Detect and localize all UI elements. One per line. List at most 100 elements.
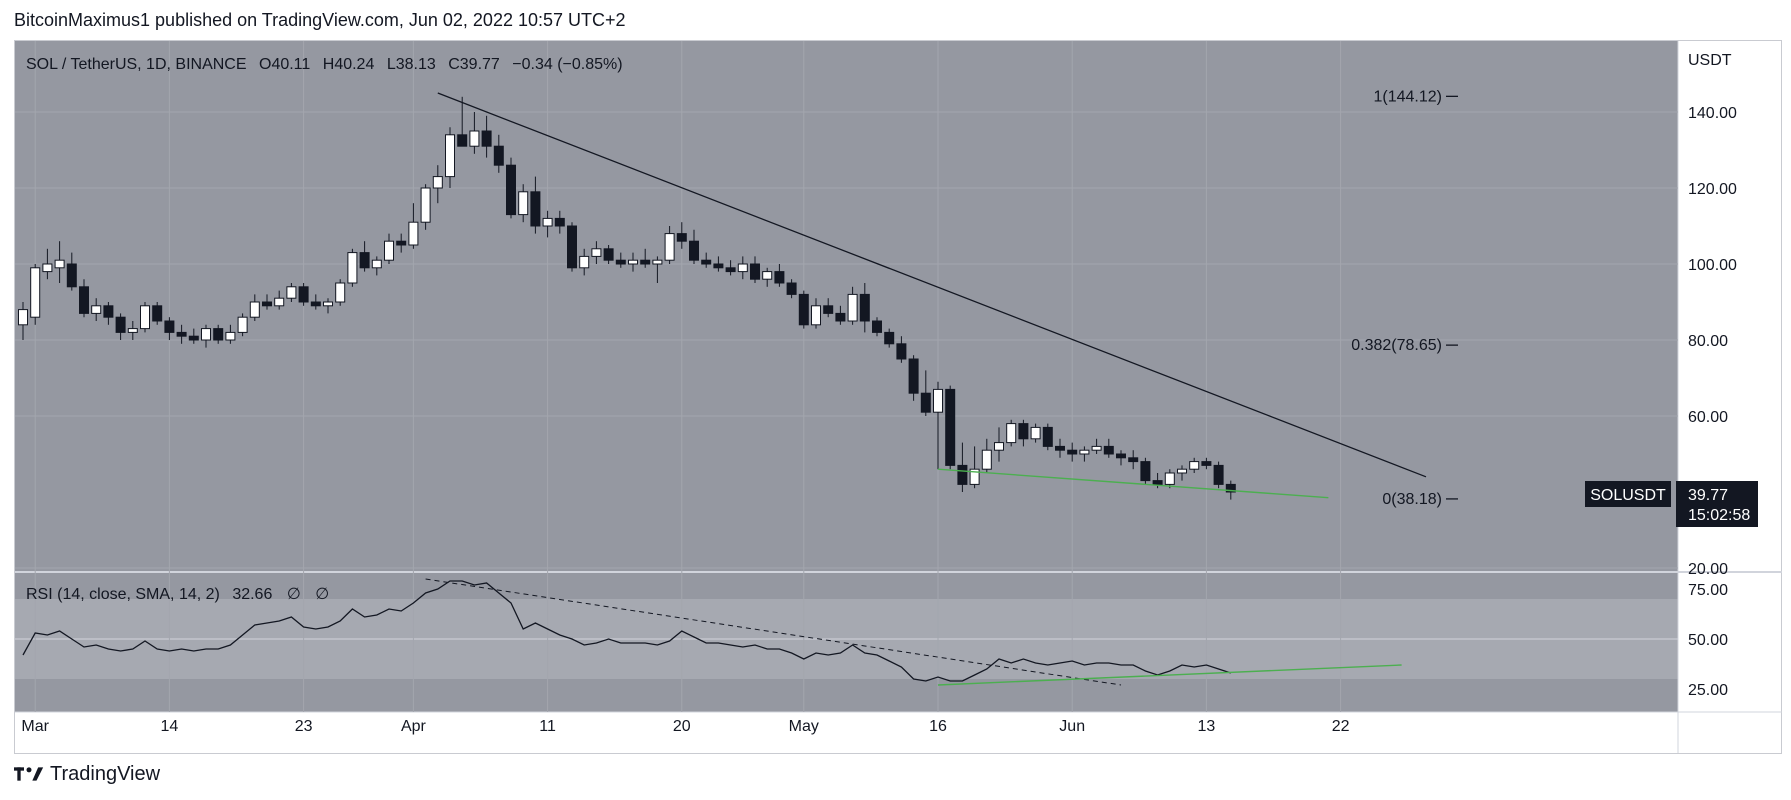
candle[interactable] bbox=[579, 248, 590, 276]
candle[interactable] bbox=[176, 324, 187, 344]
candle[interactable] bbox=[91, 298, 102, 321]
candle[interactable] bbox=[774, 264, 785, 287]
candle[interactable] bbox=[615, 252, 626, 268]
candle[interactable] bbox=[127, 321, 138, 340]
candle[interactable] bbox=[786, 279, 797, 299]
candle[interactable] bbox=[1018, 419, 1029, 447]
fib-level[interactable]: 1(144.12) bbox=[1374, 88, 1459, 105]
candle[interactable] bbox=[237, 313, 248, 337]
candle[interactable] bbox=[591, 241, 602, 264]
candle[interactable] bbox=[823, 298, 834, 318]
candle[interactable] bbox=[323, 298, 333, 314]
candle[interactable] bbox=[79, 279, 89, 318]
candle[interactable] bbox=[359, 241, 370, 272]
candle[interactable] bbox=[676, 222, 687, 249]
candle[interactable] bbox=[628, 252, 638, 272]
candle[interactable] bbox=[908, 355, 919, 401]
candle[interactable] bbox=[274, 290, 285, 310]
price-pane[interactable] bbox=[15, 41, 1678, 571]
candle[interactable] bbox=[847, 286, 858, 325]
candle[interactable] bbox=[1189, 457, 1200, 473]
candle[interactable] bbox=[1201, 457, 1212, 470]
candle[interactable] bbox=[1140, 457, 1151, 485]
candle[interactable] bbox=[530, 176, 541, 234]
price-trendline[interactable] bbox=[437, 92, 1427, 478]
candle[interactable] bbox=[164, 317, 175, 340]
candle[interactable] bbox=[872, 317, 882, 337]
candle[interactable] bbox=[201, 324, 211, 348]
candle[interactable] bbox=[1079, 446, 1090, 462]
price-badge[interactable]: SOLUSDT 39.77 15:02:58 bbox=[1585, 481, 1758, 527]
candle[interactable] bbox=[750, 256, 760, 283]
rsi-line[interactable] bbox=[22, 580, 1232, 682]
candle[interactable] bbox=[310, 294, 321, 310]
candle[interactable] bbox=[1042, 423, 1053, 451]
candle[interactable] bbox=[603, 245, 614, 264]
candle[interactable] bbox=[493, 134, 504, 173]
candle[interactable] bbox=[1006, 419, 1017, 447]
candle[interactable] bbox=[396, 233, 407, 253]
candle[interactable] bbox=[1128, 450, 1139, 470]
candle[interactable] bbox=[408, 203, 419, 249]
candle[interactable] bbox=[994, 427, 1004, 462]
candle[interactable] bbox=[420, 184, 431, 230]
candle[interactable] bbox=[713, 256, 724, 272]
candle[interactable] bbox=[896, 336, 907, 363]
candle[interactable] bbox=[18, 302, 28, 340]
candle[interactable] bbox=[1055, 438, 1065, 458]
candle[interactable] bbox=[115, 313, 126, 340]
candle[interactable] bbox=[542, 210, 553, 238]
candle[interactable] bbox=[652, 256, 663, 283]
candle[interactable] bbox=[969, 446, 980, 489]
candle[interactable] bbox=[1164, 469, 1175, 489]
fib-level[interactable]: 0.382(78.65) bbox=[1351, 337, 1458, 354]
candle[interactable] bbox=[554, 210, 565, 234]
candle[interactable] bbox=[225, 324, 236, 344]
candle[interactable] bbox=[701, 252, 712, 268]
candle[interactable] bbox=[1103, 438, 1114, 458]
candle[interactable] bbox=[798, 290, 809, 329]
candle[interactable] bbox=[347, 248, 358, 287]
candle[interactable] bbox=[188, 328, 199, 344]
candle[interactable] bbox=[725, 260, 736, 276]
candle[interactable] bbox=[506, 157, 516, 219]
candle[interactable] bbox=[1091, 438, 1102, 454]
candle[interactable] bbox=[469, 112, 480, 154]
candle[interactable] bbox=[859, 283, 870, 333]
candle[interactable] bbox=[286, 283, 297, 302]
candle[interactable] bbox=[762, 267, 773, 287]
candle[interactable] bbox=[481, 115, 492, 158]
candle[interactable] bbox=[1116, 450, 1126, 466]
candle[interactable] bbox=[66, 252, 77, 291]
candle[interactable] bbox=[432, 165, 443, 204]
candle[interactable] bbox=[298, 283, 309, 306]
candle[interactable] bbox=[664, 226, 675, 264]
candle[interactable] bbox=[445, 127, 455, 188]
fib-level[interactable]: 0(38.18) bbox=[1382, 491, 1458, 508]
candle[interactable] bbox=[1030, 423, 1041, 443]
candle[interactable] bbox=[933, 381, 943, 470]
candle[interactable] bbox=[152, 302, 163, 325]
candle[interactable] bbox=[981, 438, 992, 473]
candle[interactable] bbox=[567, 222, 577, 272]
candle[interactable] bbox=[518, 184, 529, 223]
candle[interactable] bbox=[1213, 461, 1224, 489]
rsi-support-line[interactable] bbox=[937, 664, 1402, 686]
candle[interactable] bbox=[213, 324, 224, 344]
candle[interactable] bbox=[140, 302, 150, 333]
candle[interactable] bbox=[371, 256, 382, 276]
candle[interactable] bbox=[1067, 442, 1078, 462]
candle[interactable] bbox=[737, 256, 748, 280]
candle[interactable] bbox=[262, 294, 272, 310]
candle[interactable] bbox=[811, 298, 821, 329]
price-support-line[interactable] bbox=[937, 468, 1329, 499]
candle[interactable] bbox=[335, 279, 346, 306]
candle[interactable] bbox=[689, 229, 699, 264]
candle[interactable] bbox=[249, 294, 260, 321]
candle[interactable] bbox=[30, 264, 41, 325]
candle[interactable] bbox=[920, 370, 931, 416]
candle[interactable] bbox=[1177, 465, 1187, 481]
candle[interactable] bbox=[103, 302, 114, 325]
candle[interactable] bbox=[54, 241, 65, 283]
